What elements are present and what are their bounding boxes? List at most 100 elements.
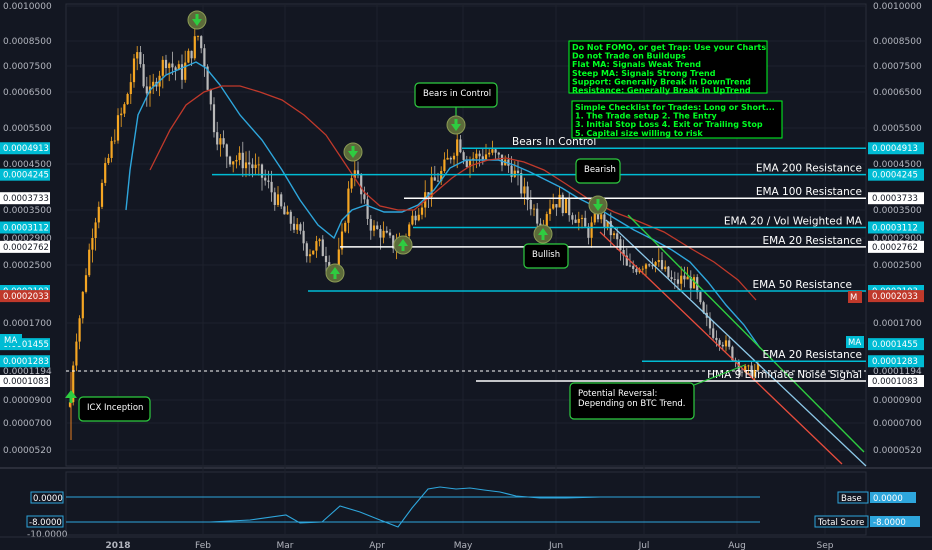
candle-body-121 [456, 139, 459, 156]
candle-body-68 [286, 211, 289, 215]
candle-body-5 [84, 275, 88, 292]
price-tag-left-2: 0.0003733 [3, 194, 49, 204]
m-tag-bg [848, 291, 862, 303]
price-tag-right-3-text: 0.0003112 [872, 223, 918, 233]
candle-body-44 [209, 89, 212, 105]
osc-tick-partial: -10.0000 [27, 530, 68, 540]
candle-body-200 [708, 317, 712, 329]
candle-body-16 [120, 113, 123, 116]
level-label-0: Bears In Control [512, 136, 596, 148]
candle-body-59 [257, 164, 260, 166]
candle-body-95 [372, 225, 376, 231]
candle-body-141 [520, 173, 523, 194]
marker-mar-arrow-down-icon [348, 151, 358, 158]
candle-body-45 [212, 104, 216, 133]
price-tag-right-0-bg [868, 142, 924, 155]
price-tag-right-4-bg [868, 240, 924, 253]
price-tag-left-3-bg [0, 221, 50, 234]
candle-body-57 [251, 164, 254, 169]
candle-body-175 [628, 265, 632, 267]
ma-tag-right-bg [846, 336, 864, 348]
y-tick-left-7: 0.0002900 [3, 234, 52, 244]
candle-body-156 [568, 199, 571, 216]
y-tick-left-0: 0.0010000 [3, 2, 52, 12]
price-tag-right-6-text: 0.0002033 [872, 292, 918, 302]
candle-body-2 [75, 341, 78, 366]
marker-mar-low [325, 263, 345, 283]
annotations: Do Not FOMO, or get Trap: Use your Chart… [65, 10, 783, 422]
marker-apr-low-arrow-up-icon [398, 239, 408, 246]
candle-body-193 [686, 276, 689, 280]
candle-body-46 [216, 132, 219, 145]
candle-body-23 [142, 64, 145, 87]
candle-body-118 [446, 157, 449, 160]
candle-body-15 [116, 115, 120, 141]
candle-body-149 [545, 214, 548, 230]
price-tag-left-7: 0.0001455 [3, 340, 49, 350]
candle-body-72 [299, 224, 302, 231]
price-tag-left-1-bg [0, 168, 50, 181]
candle-body-19 [129, 82, 132, 94]
price-tag-left-4-bg [0, 240, 50, 253]
marker-apr-low [393, 235, 413, 255]
callout-icx-inception-frame [78, 396, 151, 422]
checklist-box-line-3: 5. Capital size willing to risk [575, 129, 703, 138]
candle-body-188 [670, 277, 673, 280]
candle-body-122 [459, 139, 462, 153]
candle-body-63 [270, 181, 273, 193]
y-tick-left-2: 0.0007500 [3, 62, 52, 72]
x-tick-3: Apr [369, 541, 385, 550]
candle-body-142 [523, 186, 526, 194]
y-tick-left-11: 0.0000900 [3, 396, 52, 406]
price-tag-right-3-bg [868, 221, 924, 234]
callout-bearish-line-0: Bearish [584, 165, 616, 175]
candle-body-29 [161, 59, 164, 76]
ema-fast-line [125, 61, 761, 349]
x-tick-7: Aug [728, 541, 746, 550]
osc-label-base-bg [837, 491, 869, 504]
candle-body-100 [388, 232, 392, 236]
ema-slow-line [149, 85, 757, 301]
marker-peak-jan [187, 10, 207, 30]
candle-body-129 [481, 156, 484, 160]
m-tag: M [850, 293, 857, 303]
candle-body-160 [580, 217, 584, 219]
candle-body-32 [171, 63, 174, 68]
level-label-2: EMA 100 Resistance [756, 186, 862, 198]
osc-value-base-bg [870, 492, 916, 503]
candle-body-90 [356, 170, 360, 175]
candle-body-26 [152, 81, 155, 87]
candle-body-127 [475, 153, 478, 159]
level-lines: Bears In Control EMA 200 Resistance EMA 10… [66, 136, 866, 382]
candle-body-56 [248, 162, 251, 165]
candle-body-182 [651, 265, 654, 267]
candle-body-81 [328, 262, 331, 269]
candle-body-67 [283, 206, 286, 215]
candle-body-201 [712, 328, 715, 338]
candle-body-114 [433, 177, 436, 181]
marker-jun [588, 195, 608, 215]
y-tick-right-12: 0.0000700 [873, 419, 922, 429]
callout-icx-inception-line-0: ICX Inception [87, 403, 143, 413]
candle-body-154 [561, 194, 564, 214]
price-tag-left-1: 0.0004245 [3, 171, 49, 181]
y-tick-left-4: 0.0005500 [3, 124, 52, 134]
candle-body-133 [494, 149, 497, 153]
candle-body-54 [241, 152, 244, 169]
candle-body-78 [318, 239, 321, 242]
candle-body-48 [222, 138, 225, 145]
level-label-1: EMA 200 Resistance [756, 163, 862, 175]
candle-body-75 [308, 254, 312, 257]
price-tag-left-2-bg [0, 192, 50, 205]
price-tag-left-4: 0.0002762 [3, 243, 49, 253]
y-tick-left-1: 0.0008500 [3, 37, 52, 47]
x-tick-6: Jul [638, 541, 650, 550]
candle-body-37 [187, 50, 190, 63]
x-tick-5: Jun [548, 541, 563, 550]
y-tick-left-8: 0.0002500 [3, 261, 52, 271]
osc-label-base: Base [841, 494, 862, 504]
oscillator-pane [65, 471, 867, 536]
marker-mar [343, 142, 363, 162]
notes-box-line-3: Steep MA: Signals Strong Trend [572, 69, 716, 78]
